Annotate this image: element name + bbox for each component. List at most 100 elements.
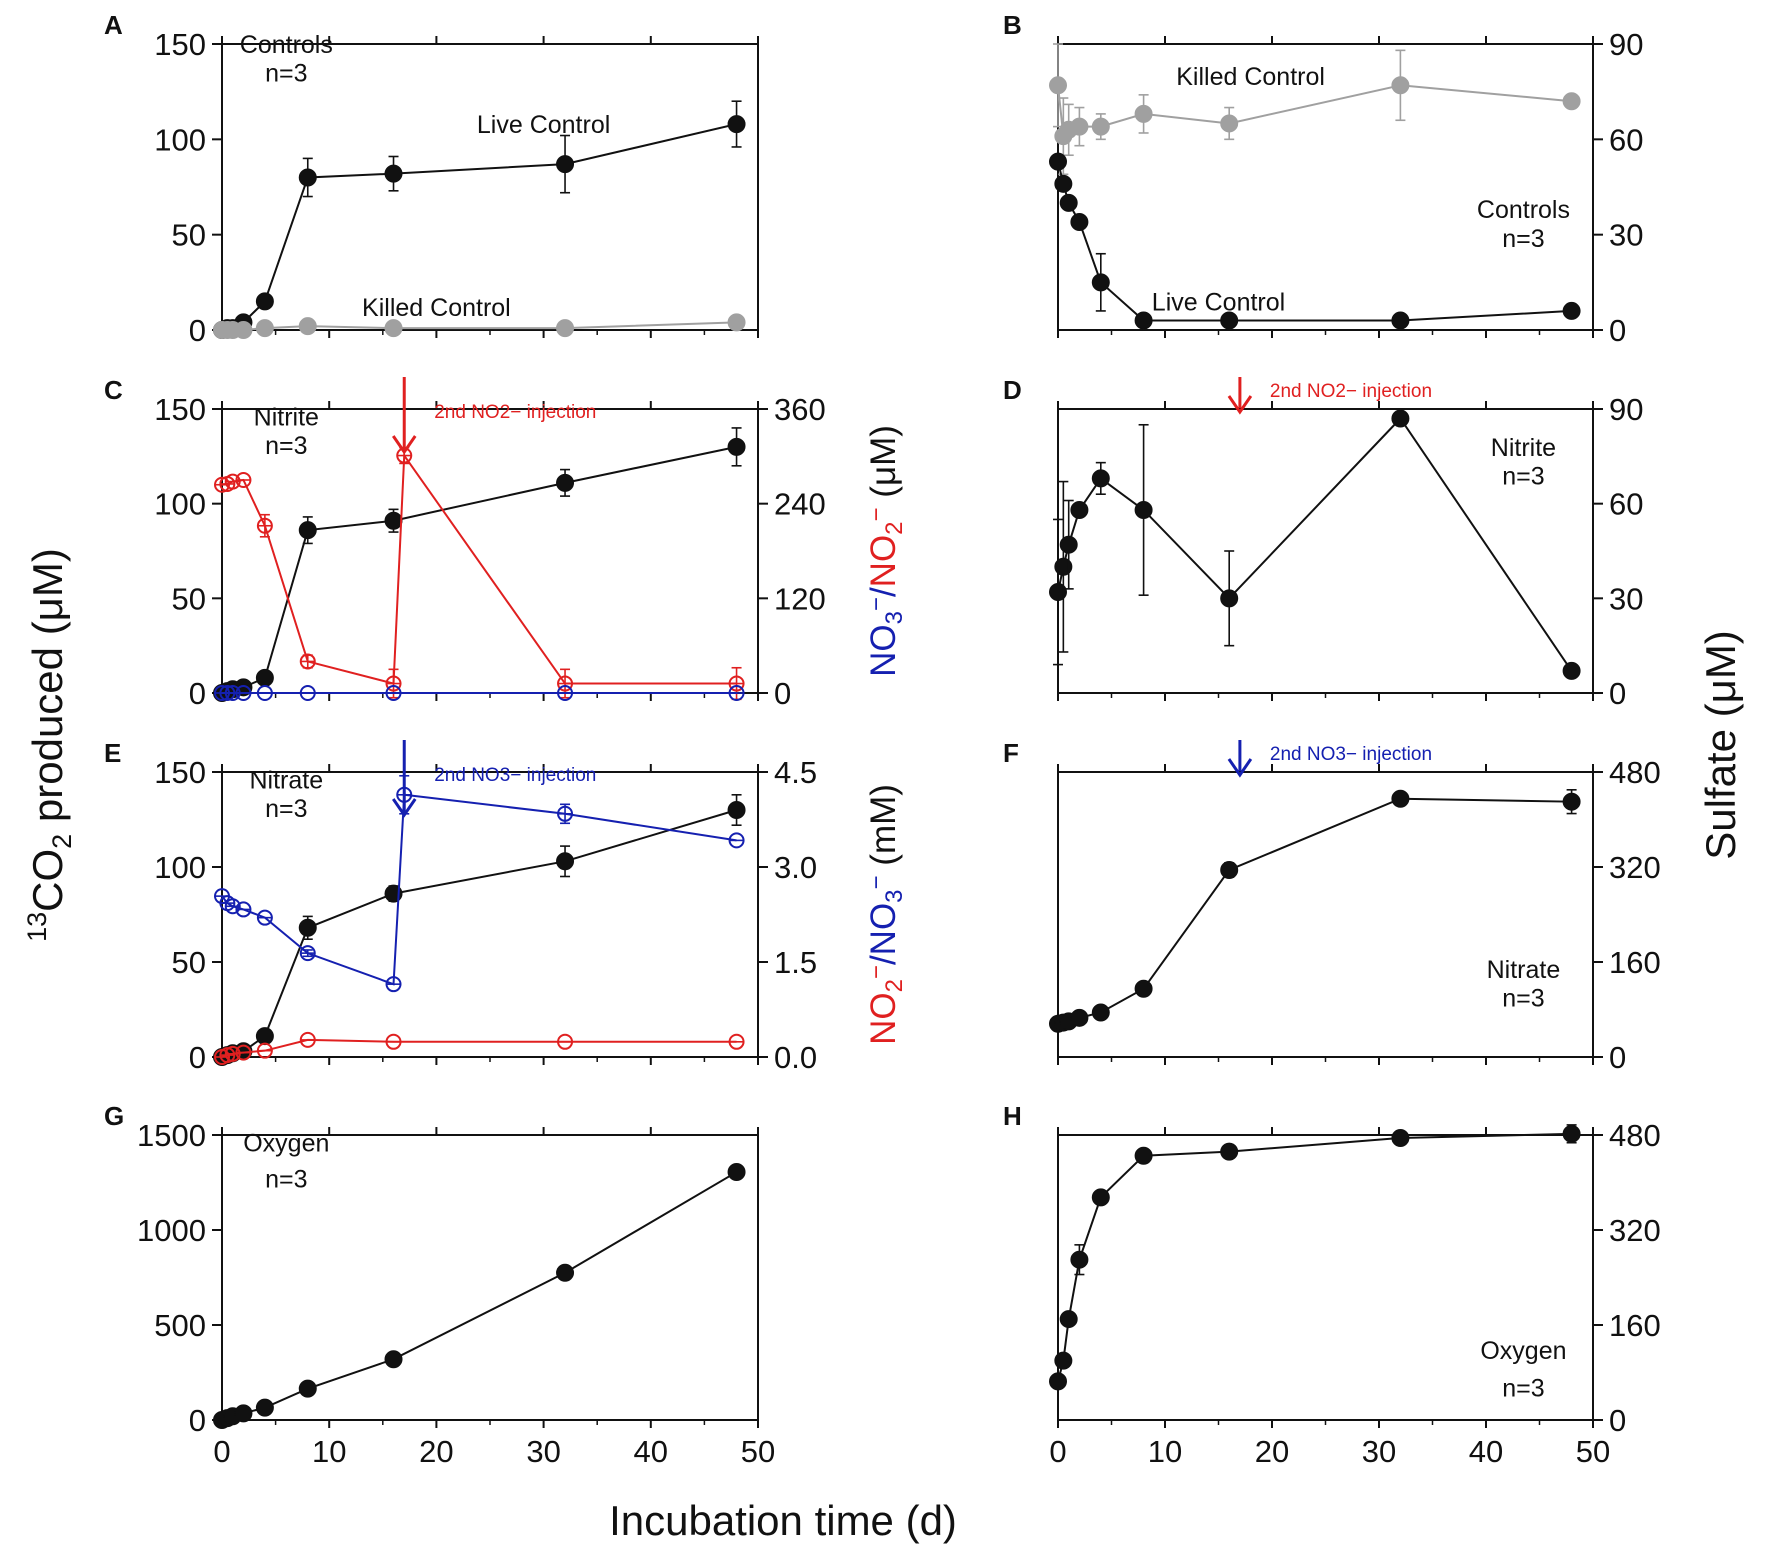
y-tick-label: 100 xyxy=(154,122,206,157)
y-tick-label: 50 xyxy=(172,945,206,980)
series-no3- xyxy=(214,685,745,701)
data-point xyxy=(1220,589,1239,608)
y-tick-label: 480 xyxy=(1609,755,1661,790)
data-point xyxy=(1562,301,1581,320)
secondary-axis-title-part: − xyxy=(863,597,890,611)
x-tick-label: 10 xyxy=(312,1434,346,1469)
data-point xyxy=(1070,212,1089,231)
x-tick-label: 10 xyxy=(1148,1434,1182,1469)
series-line xyxy=(1057,84,1572,139)
left-axis-title-rest: produced (μM) xyxy=(24,548,71,834)
y-tick-label: 90 xyxy=(1609,27,1643,62)
secondary-axis-title-part: NO xyxy=(864,903,903,956)
y-tick-label: 150 xyxy=(154,27,206,62)
series-line xyxy=(221,1171,738,1421)
y2-tick-label: 0.0 xyxy=(774,1040,817,1075)
x-tick-label: 0 xyxy=(213,1434,230,1469)
data-point xyxy=(727,115,746,134)
series-line xyxy=(221,1038,737,1058)
data-point xyxy=(727,313,746,332)
y-tick-label: 1500 xyxy=(137,1118,206,1153)
y-tick-label: 150 xyxy=(154,755,206,790)
y2-tick-label: 360 xyxy=(774,392,826,427)
y-tick-label: 90 xyxy=(1609,392,1643,427)
annotation-label: Nitrate xyxy=(249,767,323,795)
x-tick-label: 30 xyxy=(526,1434,560,1469)
x-tick-label: 30 xyxy=(1362,1434,1396,1469)
data-point xyxy=(255,1027,274,1046)
annotation-label: Oxygen xyxy=(1480,1337,1566,1365)
data-point xyxy=(1054,1351,1073,1370)
series-13co2 xyxy=(213,427,746,702)
y-tick-label: 30 xyxy=(1609,218,1643,253)
data-point xyxy=(298,168,317,187)
data-point xyxy=(1562,1124,1581,1143)
data-point xyxy=(298,918,317,937)
injection-label: 2nd NO3− injection xyxy=(1270,744,1432,765)
left-axis-title: 13CO2 produced (μM) xyxy=(22,548,77,942)
panel-letter: E xyxy=(104,738,121,768)
y-tick-label: 150 xyxy=(154,392,206,427)
y-tick-label: 320 xyxy=(1609,850,1661,885)
secondary-axis-title-part: 3 xyxy=(881,889,908,902)
y2-tick-label: 4.5 xyxy=(774,755,817,790)
x-tick-label: 0 xyxy=(1049,1434,1066,1469)
secondary-axis-title-part: 2 xyxy=(881,979,908,992)
y-tick-label: 0 xyxy=(1609,1040,1626,1075)
data-point xyxy=(1134,104,1153,123)
plot-frame xyxy=(1057,771,1594,1058)
annotation-label: Live Control xyxy=(1152,288,1285,316)
data-point xyxy=(1391,409,1410,428)
y-tick-label: 60 xyxy=(1609,122,1643,157)
secondary-axis-title-part: 2 xyxy=(881,521,908,534)
data-point xyxy=(1134,500,1153,519)
data-point xyxy=(1562,792,1581,811)
data-point xyxy=(384,319,403,338)
annotation-label: n=3 xyxy=(265,432,307,460)
data-point xyxy=(255,319,274,338)
data-point xyxy=(384,164,403,183)
data-point xyxy=(1391,311,1410,330)
data-point xyxy=(1220,114,1239,133)
data-point xyxy=(1070,1008,1089,1027)
annotation-label: n=3 xyxy=(1502,985,1544,1013)
annotation-label: n=3 xyxy=(1502,1374,1544,1402)
y-tick-label: 0 xyxy=(1609,313,1626,348)
data-point xyxy=(1049,583,1067,602)
x-tick-label: 50 xyxy=(1576,1434,1610,1469)
y-tick-label: 160 xyxy=(1609,945,1661,980)
secondary-axis-title-part: NO xyxy=(864,624,903,677)
y-tick-label: 500 xyxy=(154,1308,206,1343)
x-axis-title: Incubation time (d) xyxy=(609,1497,957,1544)
annotation-label: Live Control xyxy=(477,111,610,139)
y-tick-label: 100 xyxy=(154,487,206,522)
secondary-axis-title-part: 3 xyxy=(881,611,908,624)
injection-label: 2nd NO3− injection xyxy=(434,765,596,786)
data-point xyxy=(384,511,403,530)
data-point xyxy=(1091,1003,1110,1022)
y-tick-label: 0 xyxy=(189,676,206,711)
series-line xyxy=(1057,161,1572,322)
data-point xyxy=(1391,1128,1410,1147)
data-point xyxy=(1220,860,1239,879)
annotation-label: Controls xyxy=(1477,196,1570,224)
series-no2- xyxy=(214,1031,745,1065)
panel-letter: B xyxy=(1003,10,1022,40)
secondary-axis-title: NO2−/NO3− (mM) xyxy=(863,784,908,1045)
series-no3- xyxy=(214,774,745,993)
y-tick-label: 0 xyxy=(189,1040,206,1075)
secondary-axis-title-part: − xyxy=(863,965,890,979)
data-point xyxy=(298,317,317,336)
data-point xyxy=(1049,76,1067,95)
secondary-axis-title-part: − xyxy=(863,507,890,521)
x-tick-label: 20 xyxy=(419,1434,453,1469)
panel-letter: C xyxy=(104,375,123,405)
data-point xyxy=(255,668,274,687)
data-point xyxy=(1562,661,1581,680)
annotation-label: n=3 xyxy=(1502,462,1544,490)
y-tick-label: 160 xyxy=(1609,1308,1661,1343)
